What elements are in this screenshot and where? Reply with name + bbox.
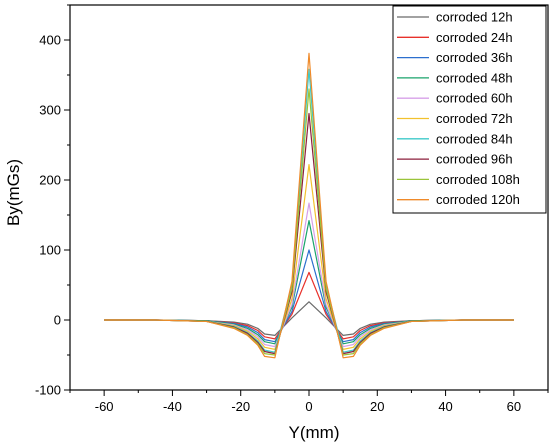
series-line-1 <box>104 301 514 336</box>
legend: corroded 12h corroded 24h corroded 36h corr… <box>392 5 547 214</box>
x-axis-ticks: -60 -40 -20 0 20 40 60 <box>69 390 549 414</box>
y-tick-label: 0 <box>54 313 61 328</box>
legend-label: corroded 12h <box>436 10 513 25</box>
y-axis-ticks: -100 0 100 200 300 400 <box>35 4 70 398</box>
y-axis-title: By(mGs) <box>4 159 23 226</box>
x-tick-label: -40 <box>163 399 182 414</box>
legend-label: corroded 84h <box>436 131 513 146</box>
series-line-6 <box>104 164 514 350</box>
legend-label: corroded 108h <box>436 172 520 187</box>
x-tick-label: -60 <box>95 399 114 414</box>
legend-label: corroded 48h <box>436 70 513 85</box>
legend-label: corroded 96h <box>436 152 513 167</box>
series-line-3 <box>104 249 514 343</box>
series-line-8 <box>104 112 514 355</box>
legend-label: corroded 60h <box>436 91 513 106</box>
y-tick-label: 300 <box>39 103 61 118</box>
y-tick-label: 400 <box>39 33 61 48</box>
y-tick-label: 200 <box>39 173 61 188</box>
series-line-9 <box>104 88 514 356</box>
x-tick-label: 60 <box>507 399 521 414</box>
legend-label: corroded 72h <box>436 111 513 126</box>
legend-label: corroded 120h <box>436 192 520 207</box>
x-tick-label: 40 <box>438 399 452 414</box>
series-line-2 <box>104 271 514 340</box>
x-tick-label: -20 <box>231 399 250 414</box>
x-axis-title: Y(mm) <box>289 423 340 442</box>
y-tick-label: -100 <box>35 383 61 398</box>
legend-label: corroded 36h <box>436 50 513 65</box>
series-line-10 <box>104 52 514 359</box>
series-line-5 <box>104 202 514 348</box>
series-line-4 <box>104 220 514 345</box>
x-tick-label: 0 <box>305 399 312 414</box>
series-line-7 <box>104 68 514 353</box>
y-tick-label: 100 <box>39 243 61 258</box>
series-group <box>104 52 514 359</box>
legend-box <box>392 5 547 214</box>
legend-label: corroded 24h <box>436 30 513 45</box>
x-tick-label: 20 <box>370 399 384 414</box>
